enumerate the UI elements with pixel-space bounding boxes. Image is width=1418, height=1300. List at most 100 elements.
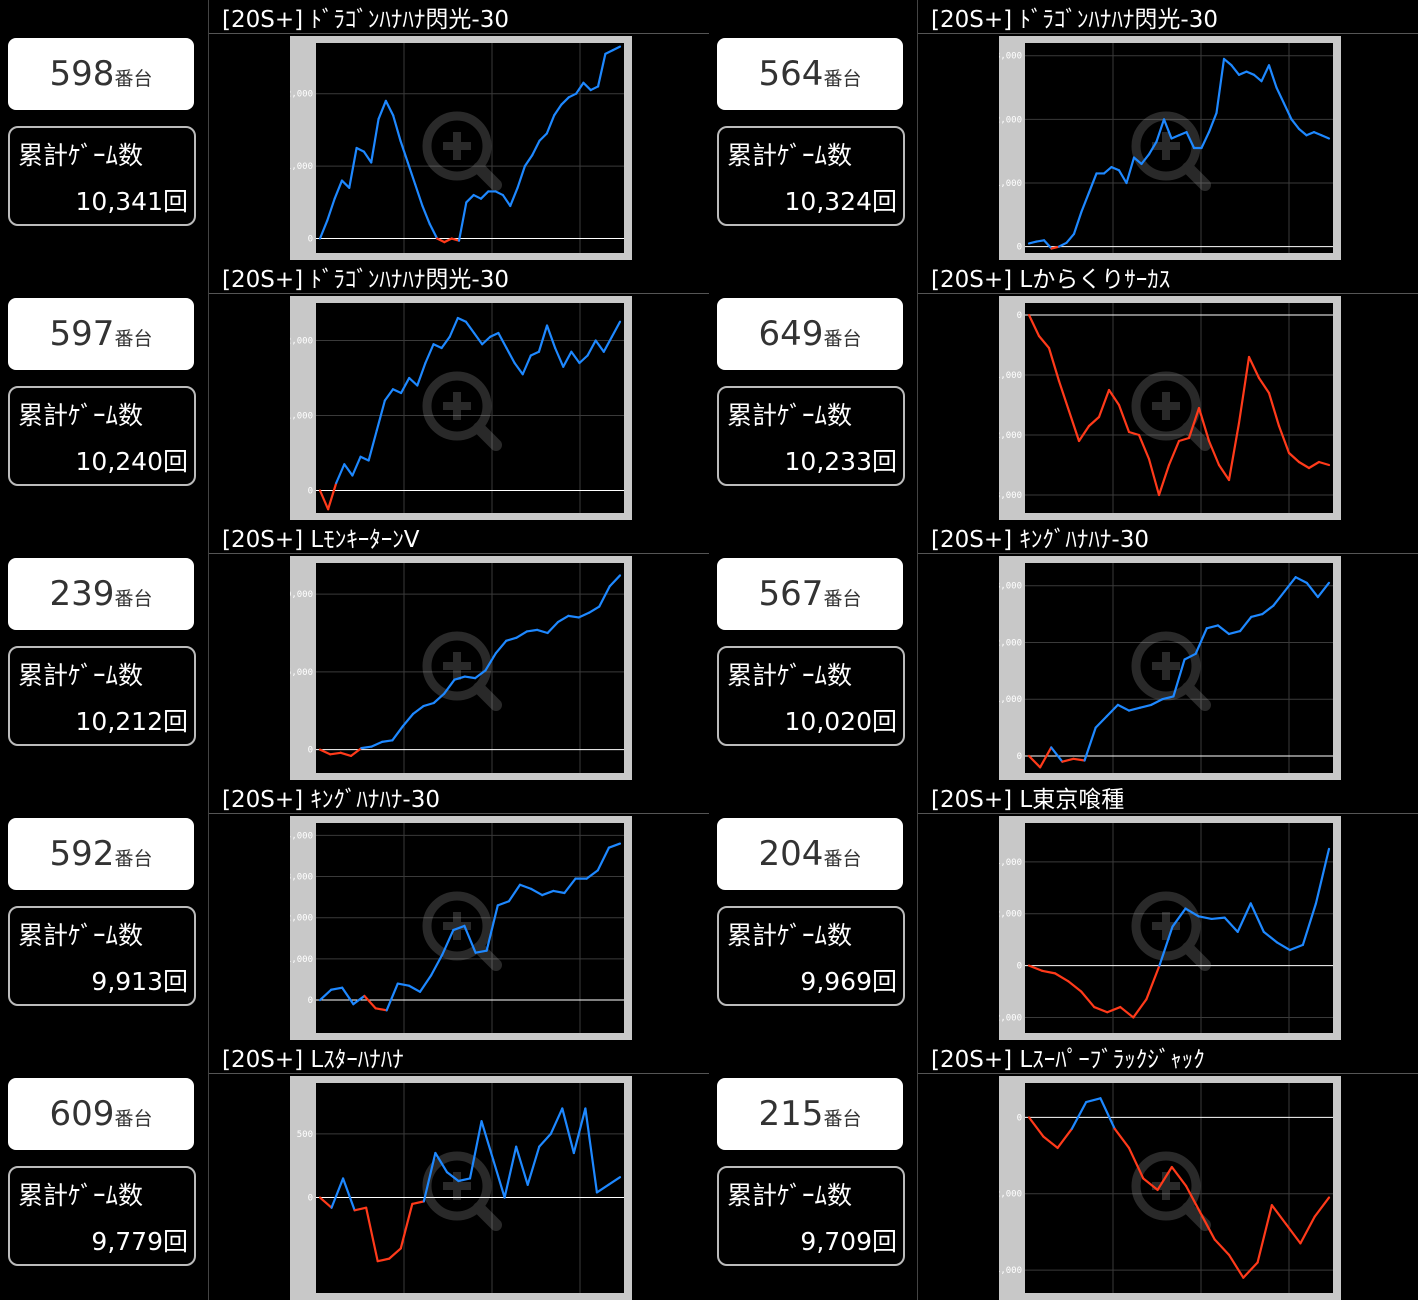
machine-number-box[interactable]: 204番台 [717, 818, 903, 890]
y-tick-label: 0 [308, 1194, 313, 1204]
machine-number-box[interactable]: 649番台 [717, 298, 903, 370]
series-segment [1301, 902, 1318, 946]
series-segment [370, 117, 380, 164]
series-segment [474, 669, 487, 680]
series-segment [422, 1151, 437, 1203]
machine-number-box[interactable]: 592番台 [8, 818, 194, 890]
series-segment [1125, 156, 1136, 185]
machine-title[interactable]: [20S+] ｷﾝｸﾞﾊﾅﾊﾅ-30 [931, 527, 1149, 553]
series-segment [1267, 64, 1278, 89]
y-tick-label: -3,000 [999, 491, 1022, 501]
series-segment [452, 924, 466, 932]
slump-graph[interactable]: 0 -1,000 -2,000 -3,000 [999, 296, 1341, 520]
y-tick-label: 3,000 [999, 52, 1022, 62]
series-segment [341, 1177, 356, 1212]
machine-number-box[interactable]: 598番台 [8, 38, 194, 110]
machine-number: 215 [758, 1094, 824, 1134]
series-segment [1305, 130, 1316, 137]
machine-unit[interactable]: [20S+] ﾄﾞﾗｺﾞﾝﾊﾅﾊﾅ閃光-30 597番台 累計ｹﾞｰﾑ数 10,… [0, 260, 709, 520]
slump-graph[interactable]: 0 1,000 2,000 3,000 [999, 556, 1341, 780]
machine-unit[interactable]: [20S+] ｷﾝｸﾞﾊﾅﾊﾅ-30 567番台 累計ｹﾞｰﾑ数 10,020回… [709, 520, 1418, 780]
machine-number-box[interactable]: 609番台 [8, 1078, 194, 1150]
series-segment [1170, 134, 1181, 140]
slump-graph[interactable]: -2,000 0 2,000 4,000 [999, 816, 1341, 1040]
series-segment [1145, 964, 1161, 1001]
slump-graph[interactable]: 0 1,000 2,000 3,000 [999, 36, 1341, 260]
y-tick-label: 2,000 [290, 337, 313, 347]
series-segment [1312, 130, 1323, 137]
slump-graph[interactable]: 0 5,000 10,000 [290, 556, 632, 780]
machine-title[interactable]: [20S+] ﾄﾞﾗｺﾞﾝﾊﾅﾊﾅ閃光-30 [222, 7, 509, 33]
machine-number-suffix: 番台 [823, 588, 862, 610]
slump-graph-svg: 0 1,000 2,000 [290, 43, 624, 253]
series-segment [1227, 630, 1242, 636]
series-segment [525, 628, 539, 633]
series-segment [1097, 388, 1111, 419]
y-tick-label: 4,000 [290, 831, 313, 841]
series-segment [1050, 245, 1061, 250]
machine-number-box[interactable]: 567番台 [717, 558, 903, 630]
machine-number: 204 [758, 834, 824, 874]
machine-number-box[interactable]: 597番台 [8, 298, 194, 370]
series-segment [329, 751, 342, 756]
slump-graph[interactable]: 0 1,000 2,000 3,000 4,000 [290, 816, 632, 1040]
machine-title[interactable]: [20S+] LﾓﾝｷｰﾀｰﾝV [222, 527, 420, 553]
machine-unit[interactable]: [20S+] LﾓﾝｷｰﾀｰﾝV 239番台 累計ｹﾞｰﾑ数 10,212回 0… [0, 520, 709, 780]
series-segment [385, 982, 399, 1012]
machine-title[interactable]: [20S+] Lｽｰﾊﾟｰﾌﾞﾗｯｸｼﾞｬｯｸ [931, 1047, 1205, 1073]
series-segment [1290, 118, 1301, 131]
y-tick-label: -2,000 [999, 1190, 1022, 1200]
series-segment [1039, 746, 1053, 769]
series-segment [1053, 972, 1070, 983]
series-segment [1207, 111, 1218, 134]
machine-unit[interactable]: [20S+] ｷﾝｸﾞﾊﾅﾊﾅ-30 592番台 累計ｹﾞｰﾑ数 9,913回 … [0, 780, 709, 1040]
series-segment [391, 388, 403, 395]
series-segment [463, 675, 477, 680]
series-segment [1237, 70, 1248, 76]
series-segment [516, 165, 526, 189]
series-segment [411, 1200, 425, 1206]
slump-graph[interactable]: 0 1,000 2,000 [290, 296, 632, 520]
series-segment [359, 455, 370, 462]
machine-title[interactable]: [20S+] Lからくりｻｰｶｽ [931, 267, 1171, 293]
machine-unit[interactable]: [20S+] Lからくりｻｰｶｽ 649番台 累計ｹﾞｰﾑ数 10,233回 0… [709, 260, 1418, 520]
machine-unit[interactable]: [20S+] L東京喰種 204番台 累計ｹﾞｰﾑ数 9,969回 -2,000… [709, 780, 1418, 1040]
machine-number-box[interactable]: 215番台 [717, 1078, 903, 1150]
machine-title[interactable]: [20S+] Lｽﾀｰﾊﾅﾊﾅ [222, 1047, 404, 1073]
series-segment [424, 343, 435, 365]
machine-title[interactable]: [20S+] L東京喰種 [931, 787, 1125, 813]
total-games-label: 累計ｹﾞｰﾑ数 [18, 1181, 144, 1210]
title-divider [918, 813, 1418, 814]
total-games-label: 累計ｹﾞｰﾑ数 [18, 401, 144, 430]
machine-unit[interactable]: [20S+] Lｽｰﾊﾟｰﾌﾞﾗｯｸｼﾞｬｯｸ 215番台 累計ｹﾞｰﾑ数 9,… [709, 1040, 1418, 1300]
series-segment [501, 193, 512, 208]
machine-title[interactable]: [20S+] ｷﾝｸﾞﾊﾅﾊﾅ-30 [222, 787, 440, 813]
series-segment [596, 846, 610, 872]
series-segment [351, 455, 362, 477]
series-segment [604, 49, 614, 55]
y-tick-label: 1,000 [999, 695, 1022, 705]
machine-unit[interactable]: [20S+] ﾄﾞﾗｺﾞﾝﾊﾅﾊﾅ閃光-30 598番台 累計ｹﾞｰﾑ数 10,… [0, 0, 709, 260]
series-segment [445, 1170, 460, 1183]
series-segment [1142, 1177, 1159, 1192]
total-games-value: 10,324回 [784, 187, 897, 216]
slump-graph[interactable]: 0 1,000 2,000 [290, 36, 632, 260]
series-segment [554, 346, 565, 368]
machine-number-box[interactable]: 239番台 [8, 558, 194, 630]
series-segment [432, 343, 443, 350]
slump-graph[interactable]: 0 500 [290, 1076, 632, 1300]
total-games-box: 累計ｹﾞｰﾑ数 10,240回 [8, 386, 196, 486]
title-divider [918, 1073, 1418, 1074]
plot-area [1025, 303, 1333, 513]
machine-unit[interactable]: [20S+] ﾄﾞﾗｺﾞﾝﾊﾅﾊﾅ閃光-30 564番台 累計ｹﾞｰﾑ数 10,… [709, 0, 1418, 260]
machine-title[interactable]: [20S+] ﾄﾞﾗｺﾞﾝﾊﾅﾊﾅ閃光-30 [931, 7, 1218, 33]
title-divider [209, 293, 709, 294]
title-divider [918, 33, 1418, 34]
series-segment [1184, 907, 1200, 918]
series-segment [1282, 102, 1293, 121]
machine-number-box[interactable]: 564番台 [717, 38, 903, 110]
title-divider [209, 553, 709, 554]
slump-graph[interactable]: 0 -2,000 -4,000 [999, 1076, 1341, 1300]
machine-title[interactable]: [20S+] ﾄﾞﾗｺﾞﾝﾊﾅﾊﾅ閃光-30 [222, 267, 509, 293]
machine-unit[interactable]: [20S+] Lｽﾀｰﾊﾅﾊﾅ 609番台 累計ｹﾞｰﾑ数 9,779回 0 50… [0, 1040, 709, 1300]
